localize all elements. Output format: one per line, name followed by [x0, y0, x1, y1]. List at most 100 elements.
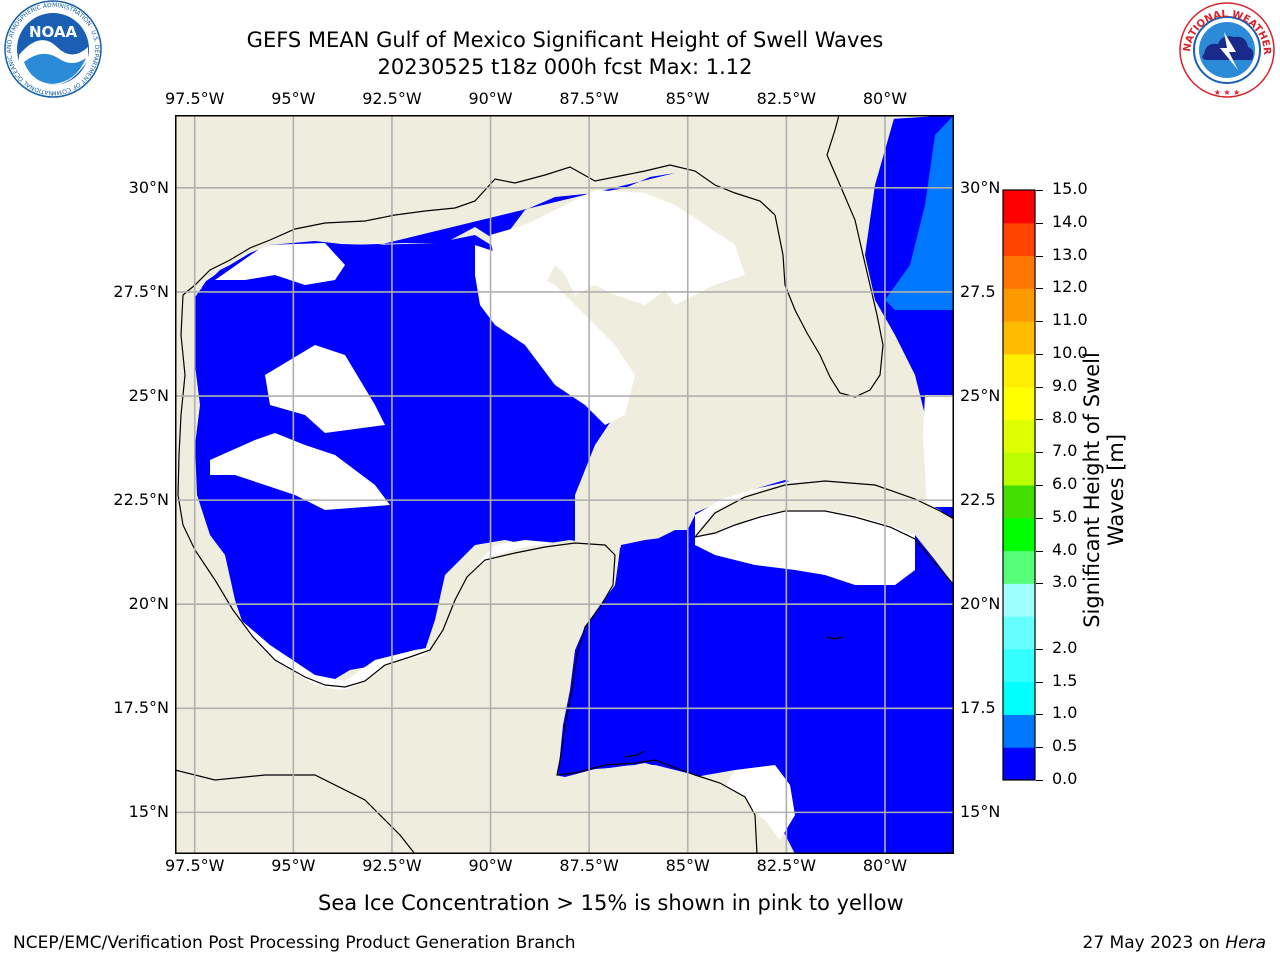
colorbar-level: [1003, 190, 1035, 224]
colorbar-level: [1003, 353, 1035, 388]
colorbar-tick-label: 1.5: [1052, 670, 1078, 690]
footer-date: 27 May 2023 on Hera: [1083, 933, 1267, 953]
colorbar: [1002, 189, 1036, 781]
colorbar-tick-label: 4.0: [1052, 539, 1078, 559]
colorbar-tick-label: 5.0: [1052, 506, 1078, 526]
lon-tick-label: 85°W: [665, 89, 710, 108]
colorbar-level: [1003, 648, 1035, 683]
lon-tick-label: 92.5°W: [362, 856, 422, 875]
colorbar-frame: [1002, 189, 1036, 781]
colorbar-level: [1003, 288, 1035, 322]
colorbar-level: [1003, 517, 1035, 552]
colorbar-tick-mark: [1036, 190, 1043, 191]
lon-tick-label: 95°W: [271, 89, 316, 108]
lon-tick-label: 85°W: [665, 856, 710, 875]
swell-height-map: [175, 115, 954, 854]
lat-tick-label: 17.5°N: [113, 698, 169, 718]
colorbar-tick-mark: [1036, 222, 1043, 224]
colorbar-tick-label: 3.0: [1052, 572, 1078, 592]
colorbar-tick-mark: [1036, 780, 1043, 781]
lon-tick-label: 90°W: [468, 89, 513, 108]
graticule: [175, 115, 954, 854]
colorbar-tick-mark: [1036, 517, 1043, 519]
colorbar-level: [1003, 616, 1035, 650]
lon-tick-label: 92.5°W: [362, 89, 422, 108]
footer-date-text: 27 May 2023 on: [1082, 933, 1226, 953]
colorbar-tick-label: 9.0: [1052, 375, 1078, 395]
lat-tick-label-right: 17.5: [960, 698, 996, 718]
colorbar-level: [1003, 714, 1035, 748]
lon-tick-label: 87.5°W: [559, 856, 619, 875]
lon-tick-label: 82.5°W: [756, 89, 817, 108]
colorbar-tick-label: 6.0: [1052, 474, 1078, 493]
colorbar-tick-mark: [1036, 419, 1043, 421]
colorbar-tick-mark: [1036, 550, 1043, 552]
colorbar-tick-label: 0.0: [1052, 769, 1078, 788]
colorbar-level: [1003, 222, 1035, 257]
colorbar-level: [1003, 321, 1035, 355]
page-title: GEFS MEAN Gulf of Mexico Significant Hei…: [246, 28, 884, 52]
colorbar-tick-mark: [1036, 681, 1043, 683]
colorbar-tick-mark: [1036, 648, 1043, 650]
colorbar-tick-label: 11.0: [1052, 310, 1088, 330]
colorbar-tick-mark: [1036, 353, 1043, 355]
colorbar-tick-label: 8.0: [1052, 408, 1078, 428]
lon-tick-label: 97.5°W: [164, 89, 225, 108]
noaa-logo-text: NOAA: [29, 23, 78, 41]
lon-tick-label: 90°W: [468, 856, 513, 875]
colorbar-label-line1: Significant Height of Swell: [1080, 352, 1104, 628]
colorbar-tick-label: 12.0: [1052, 277, 1088, 297]
lat-tick-label-right: 27.5: [960, 281, 996, 301]
lon-tick-label: 80°W: [862, 89, 908, 108]
colorbar-level: [1003, 255, 1035, 289]
colorbar-label-line2: Waves [m]: [1104, 433, 1128, 547]
colorbar-tick-mark: [1036, 288, 1043, 290]
lon-tick-label: 95°W: [271, 856, 316, 875]
colorbar-tick-label: 10.0: [1052, 342, 1088, 362]
colorbar-tick-mark: [1036, 321, 1043, 323]
lat-tick-label-right: 22.5: [960, 490, 996, 510]
colorbar-level: [1003, 419, 1035, 453]
yucatan-land: [445, 543, 615, 780]
lon-tick-label: 80°W: [862, 856, 908, 875]
lat-tick-label: 27.5°N: [113, 281, 169, 301]
footer-branch: NCEP/EMC/Verification Post Processing Pr…: [13, 933, 576, 953]
lat-tick-label: 15°N: [128, 802, 169, 822]
colorbar-tick-mark: [1036, 583, 1043, 585]
colorbar-level: [1003, 747, 1035, 781]
colorbar-tick-label: 13.0: [1052, 244, 1088, 264]
lat-tick-label-right: 15°N: [960, 802, 1001, 822]
lon-tick-label: 87.5°W: [559, 89, 619, 108]
colorbar-tick-mark: [1036, 452, 1043, 454]
map-frame: [175, 115, 954, 854]
sea-ice-note: Sea Ice Concentration > 15% is shown in …: [318, 891, 904, 915]
colorbar-tick-label: 1.0: [1052, 703, 1078, 723]
colorbar-level: [1003, 485, 1035, 519]
atlantic-water-mid: [885, 115, 954, 310]
colorbar-tick-label: 0.5: [1052, 736, 1078, 756]
nws-logo: NATIONAL WEATHER SERVICE ★ ★ ★: [1176, 2, 1275, 98]
coastline: [175, 115, 954, 854]
lat-tick-label-right: 20°N: [960, 594, 1001, 614]
colorbar-level: [1003, 681, 1035, 715]
colorbar-level: [1003, 583, 1035, 617]
colorbar-level: [1003, 452, 1035, 486]
lat-tick-label: 22.5°N: [113, 490, 169, 510]
colorbar-tick-mark: [1036, 255, 1043, 257]
footer-host: Hera: [1225, 933, 1266, 953]
lat-tick-label: 25°N: [128, 386, 169, 406]
western-gulf-water: [195, 235, 615, 685]
colorbar-tick-label: 2.0: [1052, 637, 1078, 657]
colorbar-tick-mark: [1036, 714, 1043, 716]
page-subtitle: 20230525 t18z 000h fcst Max: 1.12: [377, 55, 753, 79]
lat-tick-label: 20°N: [128, 594, 169, 614]
noaa-logo: NOAA NATIONAL OCEANIC AND ATMOSPHERIC AD…: [2, 0, 102, 98]
lat-tick-label-right: 30°N: [960, 177, 1001, 197]
colorbar-tick-mark: [1036, 485, 1043, 486]
lat-tick-label-right: 25°N: [960, 386, 1001, 406]
colorbar-tick-label: 15.0: [1052, 179, 1088, 198]
lon-tick-label: 97.5°W: [164, 856, 225, 875]
svg-text:★ ★ ★: ★ ★ ★: [1214, 88, 1241, 97]
colorbar-level: [1003, 550, 1035, 584]
colorbar-tick-label: 14.0: [1052, 211, 1088, 231]
